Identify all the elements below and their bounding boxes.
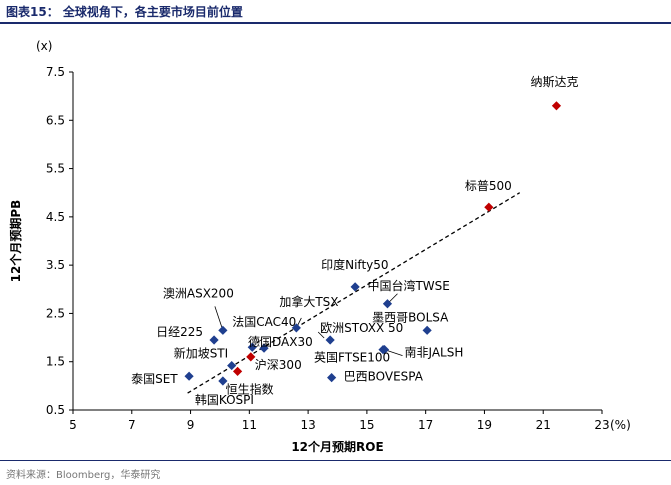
data-point [422,325,432,335]
x-tick-label: 13 [300,418,315,432]
data-label: 欧洲STOXX 50 [320,321,403,335]
x-tick-label: 9 [187,418,195,432]
data-label: 恒生指数 [226,381,274,396]
scatter-chart: 5 7 9 11 13 15 17 19 21 23 0.5 1.5 2.5 3.5 4.5 5.5 6.5 7.… [8,39,631,454]
y-unit-label: (x) [36,39,52,53]
data-point [259,343,269,353]
figure-title: 图表15： 全球视角下，各主要市场目前位置 [6,5,243,19]
data-label: 日经225 [156,325,203,339]
y-axis-title: 12个月预期PB [8,200,23,283]
label-connector [256,338,263,344]
y-tick-label: 2.5 [46,306,65,320]
data-label: 澳洲ASX200 [163,286,234,300]
data-label: 中国台湾TWSE [367,278,449,293]
x-tick-label: 23 [594,418,609,432]
footer-divider [0,460,671,461]
source-note: 资料来源：Bloomberg，华泰研究 [6,470,161,481]
data-point [209,335,219,345]
data-point [325,335,335,345]
data-point [350,282,360,292]
y-tick-label: 3.5 [46,258,65,272]
x-tick-label: 5 [69,418,77,432]
data-point [291,323,301,333]
x-tick-label: 17 [418,418,433,432]
label-connector [317,331,325,339]
data-point [327,373,337,383]
data-label: 韩国KOSPI [195,392,254,407]
y-tick-label: 6.5 [46,113,65,127]
data-label: 巴西BOVESPA [344,370,424,384]
data-point [247,342,257,352]
highlight-point [551,101,562,111]
data-point [184,371,194,381]
data-label: 加拿大TSX [279,294,338,309]
x-tick-label: 21 [536,418,551,432]
y-tick-label: 0.5 [46,403,65,417]
data-label: 墨西哥BOLSA [372,310,449,324]
data-label: 纳斯达克 [530,75,578,89]
data-labels: 印度Nifty50 中国台湾TWSE 墨西哥BOLSA 澳洲ASX200 加拿大TSX 法… [131,75,578,407]
data-label: 南非JALSH [405,345,464,360]
data-point [218,376,228,386]
y-tick-label: 1.5 [46,355,65,369]
y-tick-label: 5.5 [46,162,65,176]
x-unit-label: (%) [610,418,631,432]
highlight-point [232,366,243,376]
label-connector [214,306,224,331]
x-axis-title: 12个月预期ROE [291,439,383,454]
x-tick-label: 11 [242,418,257,432]
data-label: 德国DAX30 [248,334,313,349]
data-label: 泰国SET [131,372,178,386]
data-label: 英国FTSE100 [314,351,390,365]
highlight-point [246,352,256,362]
data-label: 新加坡STI [174,346,229,361]
trendline [187,192,521,394]
y-tick-label: 7.5 [46,65,65,79]
x-tick-label: 19 [477,418,492,432]
data-label: 沪深300 [255,358,302,372]
title-divider [0,22,671,24]
data-point [382,299,393,309]
data-point [218,325,228,335]
data-points [184,101,562,386]
data-point [227,360,237,371]
x-tick-label: 7 [128,418,136,432]
y-tick-label: 4.5 [46,210,65,224]
chart-axes: 5 7 9 11 13 15 17 19 21 23 0.5 1.5 2.5 3.5 4.5 5.5 6.5 7.… [8,39,631,454]
data-point [379,345,390,355]
trendline-group [187,192,521,394]
highlight-point [484,202,494,212]
data-label: 法国CAC40 [232,315,296,329]
x-tick-label: 15 [359,418,374,432]
data-label: 印度Nifty50 [321,257,388,272]
data-label: 标普500 [465,179,512,193]
